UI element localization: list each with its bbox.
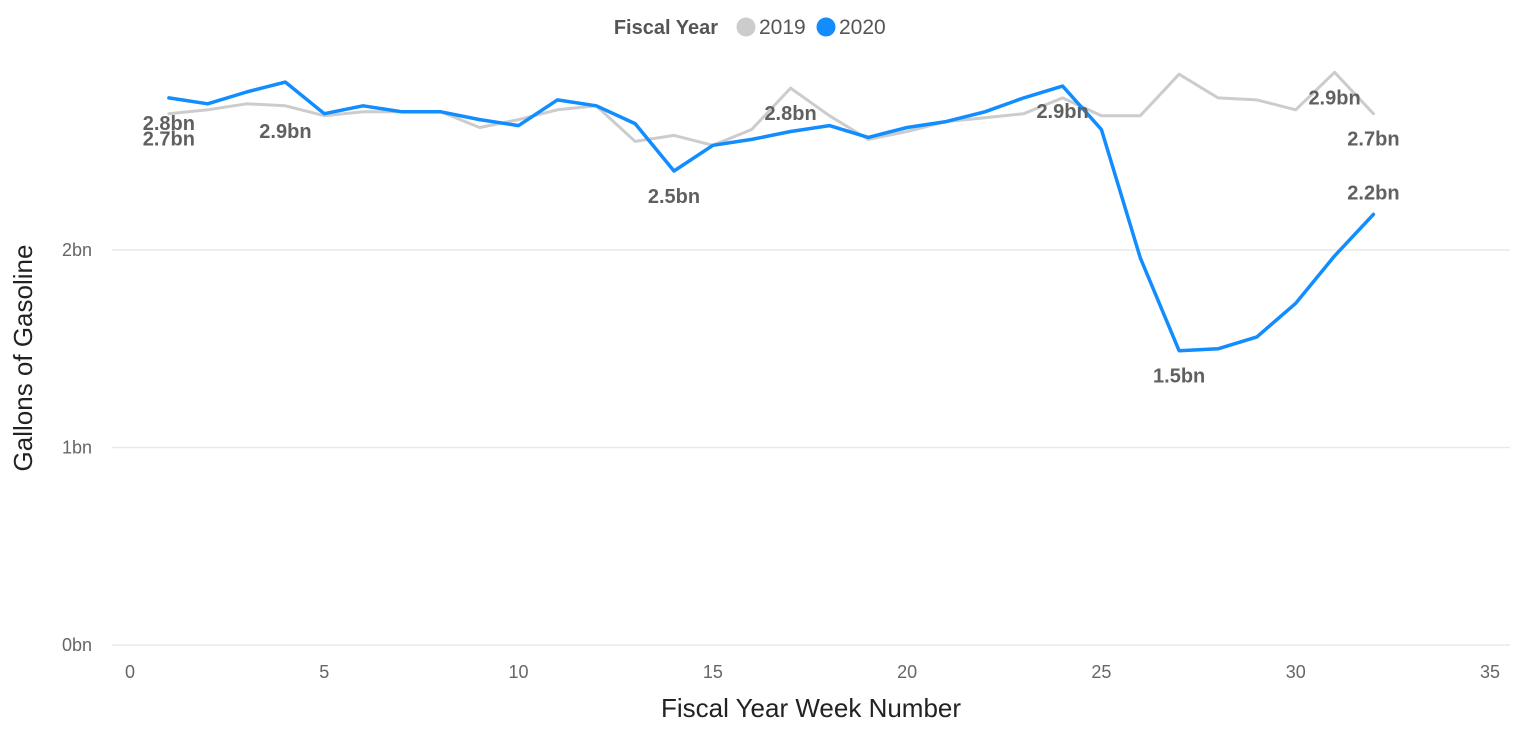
- y-axis-tick-labels: 0bn 1bn 2bn: [62, 240, 92, 655]
- x-axis-tick-labels: 0 5 10 15 20 25 30 35: [125, 662, 1500, 682]
- x-tick-label: 5: [319, 662, 329, 682]
- data-label: 1.5bn: [1153, 366, 1205, 388]
- legend: Fiscal Year 2019 2020: [614, 16, 886, 39]
- data-label: 2.2bn: [1347, 182, 1399, 204]
- x-tick-label: 35: [1480, 662, 1500, 682]
- legend-marker-2020: [816, 17, 836, 37]
- data-label: 2.9bn: [1036, 101, 1088, 123]
- x-tick-label: 20: [897, 662, 917, 682]
- x-tick-label: 25: [1091, 662, 1111, 682]
- gridlines: [112, 249, 1510, 646]
- y-axis-title: Gallons of Gasoline: [8, 245, 38, 472]
- x-axis-title: Fiscal Year Week Number: [661, 693, 961, 723]
- series-line-2020: [167, 80, 1376, 353]
- x-tick-label: 0: [125, 662, 135, 682]
- data-label: 2.8bn: [764, 103, 816, 125]
- data-label: 2.9bn: [259, 121, 311, 143]
- legend-label-2019: 2019: [759, 16, 806, 39]
- data-label: 2.7bn: [143, 129, 195, 151]
- y-tick-label: 2bn: [62, 240, 92, 260]
- data-label: 2.9bn: [1308, 87, 1360, 109]
- data-label: 2.7bn: [1347, 129, 1399, 151]
- legend-label-2020: 2020: [839, 16, 886, 39]
- x-tick-label: 30: [1286, 662, 1306, 682]
- legend-marker-2019: [736, 17, 756, 37]
- data-label: 2.8bn: [143, 113, 195, 135]
- data-label: 2.5bn: [648, 186, 700, 208]
- series-line-2019: [167, 70, 1375, 147]
- x-tick-label: 15: [703, 662, 723, 682]
- y-tick-label: 0bn: [62, 635, 92, 655]
- legend-title: Fiscal Year: [614, 17, 718, 39]
- series-lines: [167, 70, 1376, 353]
- x-tick-label: 10: [509, 662, 529, 682]
- y-tick-label: 1bn: [62, 438, 92, 458]
- legend-items: 2019 2020: [736, 16, 886, 39]
